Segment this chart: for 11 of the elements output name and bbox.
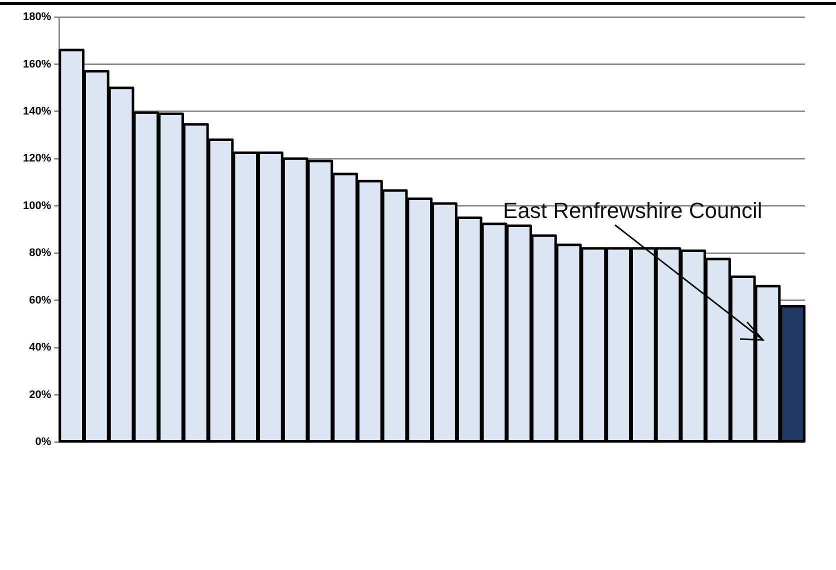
y-tick-label: 120% — [22, 152, 52, 165]
y-tick-label: 40% — [29, 342, 52, 354]
annotation: East Renfrewshire Council — [503, 198, 762, 224]
y-tick-label: 160% — [22, 58, 52, 70]
y-tick-label: 60% — [29, 294, 52, 306]
y-tick-label: 0% — [35, 436, 52, 448]
y-tick-label: 100% — [22, 200, 52, 212]
y-tick-label: 80% — [29, 247, 52, 260]
y-tick-label: 20% — [29, 388, 52, 401]
y-tick-label: 140% — [22, 105, 52, 118]
y-tick-label: 180% — [22, 11, 52, 24]
